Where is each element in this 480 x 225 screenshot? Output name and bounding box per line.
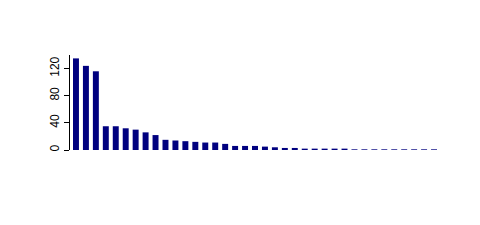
svg-text:120: 120 (48, 56, 62, 76)
svg-text:80: 80 (48, 87, 62, 101)
svg-text:0: 0 (48, 145, 62, 152)
svg-text:40: 40 (48, 114, 62, 128)
